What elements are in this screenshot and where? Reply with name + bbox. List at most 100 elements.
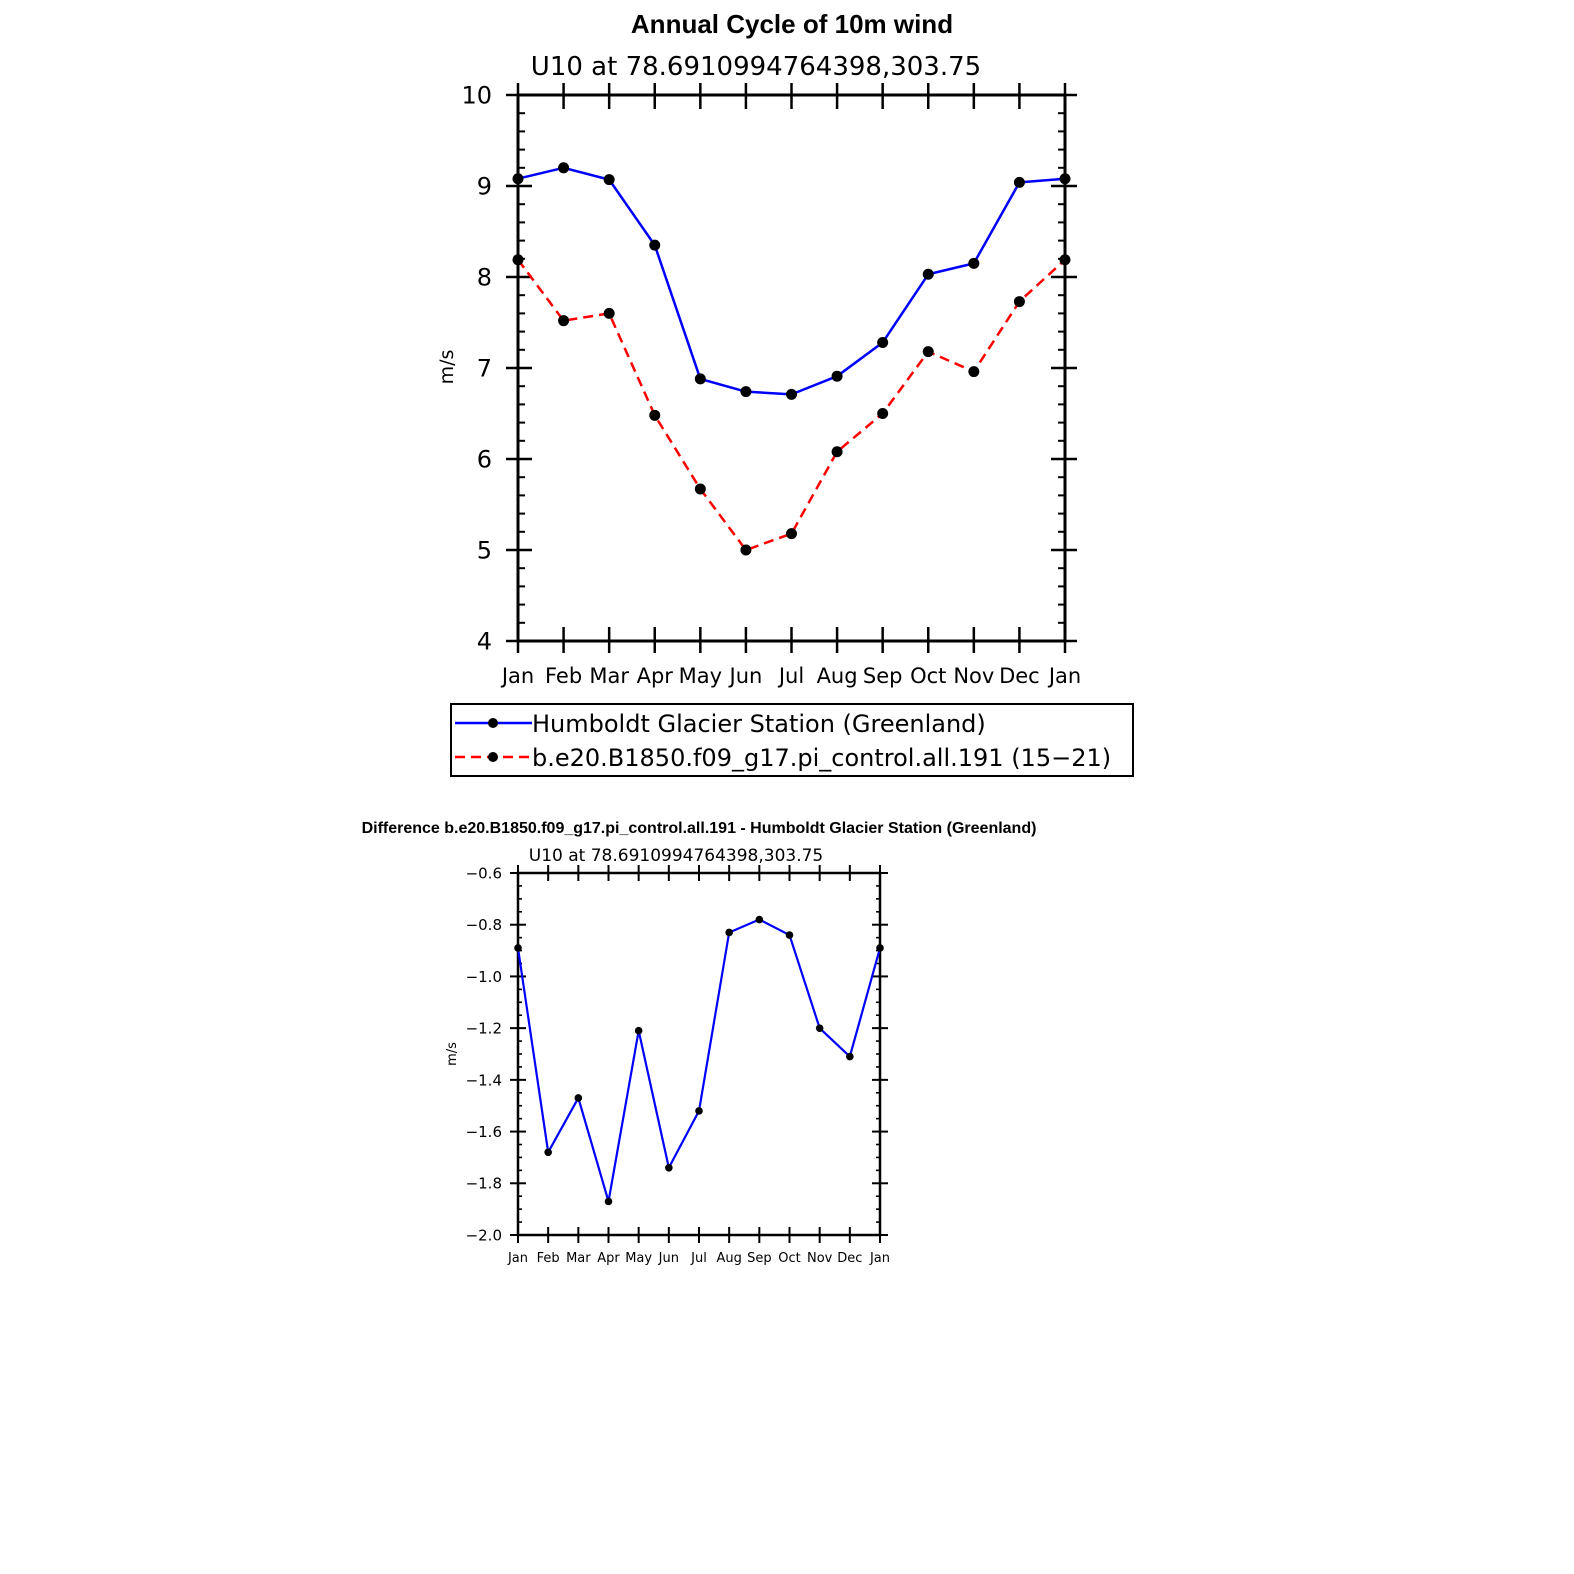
x-tick-label: Jan: [500, 664, 534, 688]
y-tick-label: 10: [461, 82, 492, 110]
x-tick-label: Jan: [1047, 664, 1081, 688]
chart2-ylabel: m/s: [445, 1042, 460, 1066]
x-tick-label: Oct: [778, 1251, 800, 1266]
series-1-point: [877, 337, 889, 349]
y-tick-label: −1.0: [466, 968, 502, 986]
series-1-point: [694, 373, 706, 385]
x-tick-label: May: [679, 664, 722, 688]
chart2-subtitle: U10 at 78.6910994764398,303.75: [529, 846, 824, 866]
y-tick-label: −1.4: [466, 1071, 502, 1089]
series-1-point: [922, 268, 934, 280]
x-tick-label: Jun: [658, 1251, 679, 1266]
y-tick-label: −0.8: [466, 916, 502, 934]
y-tick-label: 7: [477, 355, 492, 383]
series-2-point: [694, 483, 706, 495]
legend-box: [450, 703, 1134, 777]
series-1-point: [1059, 173, 1071, 185]
series-1-point: [649, 239, 661, 251]
x-tick-label: Feb: [545, 664, 582, 688]
series-1-point: [846, 1052, 854, 1061]
series-2-point: [968, 366, 980, 378]
x-tick-label: Sep: [747, 1251, 772, 1266]
series-1-point: [634, 1026, 643, 1035]
series-2-point: [558, 315, 570, 327]
x-tick-label: May: [625, 1251, 652, 1266]
chart1-title: Annual Cycle of 10m wind: [631, 9, 953, 39]
x-tick-label: Mar: [566, 1251, 591, 1266]
series-1-point: [558, 162, 570, 174]
series-1-point: [512, 173, 524, 185]
series-1-point: [831, 370, 843, 382]
series-1-point: [514, 944, 522, 952]
legend-marker-series-1: [488, 718, 498, 728]
series-2-point: [1013, 296, 1025, 308]
series-2-point: [877, 408, 889, 419]
series-1-point: [725, 928, 733, 937]
series-1-point: [815, 1024, 824, 1032]
chart2-title: Difference b.e20.B1850.f09_g17.pi_contro…: [362, 820, 1037, 837]
series-1-point: [1013, 176, 1025, 188]
x-tick-label: Mar: [589, 664, 629, 688]
series-1-point: [604, 1197, 613, 1206]
x-tick-label: Jan: [507, 1251, 528, 1266]
series-1-point: [574, 1094, 583, 1102]
chart1-legend: Humboldt Glacier Station (Greenland) b.e…: [450, 703, 1134, 777]
series-1-point: [786, 388, 797, 400]
y-tick-label: 8: [477, 264, 492, 292]
y-tick-label: −1.8: [466, 1175, 502, 1193]
x-tick-label: Jan: [869, 1251, 890, 1266]
chart1-subtitle: U10 at 78.6910994764398,303.75: [531, 52, 981, 82]
chart1-ylabel: m/s: [436, 350, 458, 385]
x-tick-label: Feb: [537, 1251, 560, 1266]
chart1-plot: Jan Feb Mar Apr May Jun Jul Aug Sep Oct Nov Dec Jan 4…: [461, 82, 1081, 688]
series-1-point: [695, 1107, 703, 1115]
series-1-line: [516, 918, 882, 1203]
y-tick-label: 5: [477, 537, 492, 565]
series-1-line: [517, 166, 1066, 396]
x-tick-label: Aug: [817, 664, 858, 688]
y-tick-label: 4: [477, 628, 492, 656]
series-2-point: [649, 409, 661, 421]
x-tick-label: Nov: [807, 1251, 833, 1266]
y-tick-label: −1.2: [466, 1020, 502, 1038]
y-tick-label: −0.6: [466, 864, 502, 882]
legend-label-series-1: Humboldt Glacier Station (Greenland): [532, 710, 986, 738]
series-2-point: [1059, 254, 1071, 266]
x-tick-label: Aug: [716, 1251, 741, 1266]
series-1-point: [785, 931, 794, 939]
series-2-line: [516, 258, 1066, 552]
x-tick-label: Jul: [777, 664, 804, 688]
y-tick-label: 9: [477, 173, 492, 201]
series-1-point: [740, 386, 752, 398]
x-tick-label: Jul: [690, 1251, 707, 1266]
legend-label-series-2: b.e20.B1850.f09_g17.pi_control.all.191 (…: [532, 744, 1111, 772]
legend-marker-series-2: [488, 752, 498, 762]
series-2-point: [831, 446, 843, 458]
x-tick-label: Jun: [728, 664, 763, 688]
x-tick-label: Oct: [910, 664, 946, 688]
series-1-point: [876, 944, 884, 952]
series-2-point: [512, 254, 524, 266]
y-tick-label: −2.0: [466, 1226, 502, 1244]
x-tick-label: Apr: [637, 664, 674, 688]
series-1-point: [968, 257, 980, 269]
x-tick-label: Sep: [863, 664, 903, 688]
series-2-point: [786, 528, 797, 540]
x-tick-label: Dec: [837, 1251, 862, 1266]
y-tick-label: −1.6: [466, 1123, 502, 1141]
x-tick-label: Nov: [953, 664, 994, 688]
x-tick-label: Apr: [597, 1251, 620, 1266]
chart2-plot: Jan Feb Mar Apr May Jun Jul Aug Sep Oct Nov Dec Jan−…: [466, 864, 890, 1266]
series-2-point: [603, 307, 615, 319]
series-1-point: [755, 915, 764, 924]
x-tick-label: Dec: [999, 664, 1040, 688]
series-2-point: [740, 544, 752, 556]
series-1-point: [603, 174, 615, 186]
series-1-point: [665, 1163, 673, 1172]
y-tick-label: 6: [477, 446, 492, 474]
series-2-point: [922, 346, 934, 358]
series-1-point: [544, 1148, 552, 1157]
plot-frame: [516, 871, 882, 1237]
